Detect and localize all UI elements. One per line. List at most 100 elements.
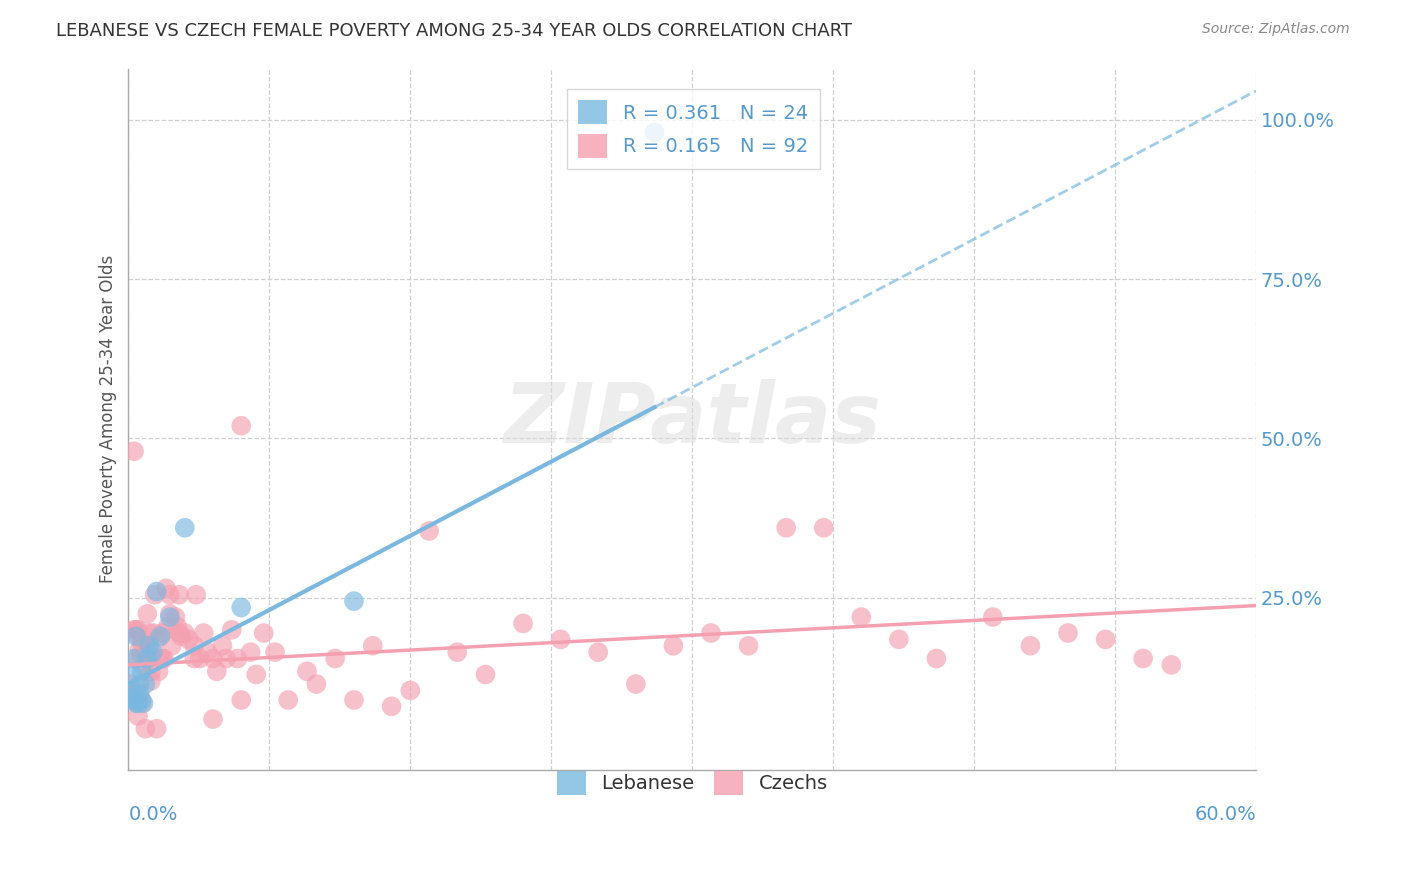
Point	[167, 588, 190, 602]
Point	[136, 651, 159, 665]
Point	[173, 626, 195, 640]
Point	[150, 626, 173, 640]
Point	[131, 648, 153, 663]
Point	[361, 639, 384, 653]
Point	[138, 626, 160, 640]
Point	[131, 635, 153, 649]
Point	[399, 683, 422, 698]
Point	[159, 607, 181, 621]
Point	[851, 610, 873, 624]
Point	[120, 687, 142, 701]
Point	[188, 651, 211, 665]
Point	[159, 610, 181, 624]
Point	[305, 677, 328, 691]
Point	[1019, 639, 1042, 653]
Point	[343, 594, 366, 608]
Point	[127, 687, 149, 701]
Point	[122, 693, 145, 707]
Point	[925, 651, 948, 665]
Point	[127, 623, 149, 637]
Point	[202, 651, 225, 665]
Point	[418, 524, 440, 538]
Point	[264, 645, 287, 659]
Point	[226, 651, 249, 665]
Point	[177, 632, 200, 647]
Point	[662, 639, 685, 653]
Point	[1132, 651, 1154, 665]
Point	[125, 629, 148, 643]
Point	[277, 693, 299, 707]
Point	[145, 632, 167, 647]
Point	[142, 645, 165, 659]
Point	[122, 687, 145, 701]
Point	[149, 651, 172, 665]
Point	[245, 667, 267, 681]
Point	[134, 639, 156, 653]
Point	[121, 690, 143, 704]
Point	[125, 696, 148, 710]
Point	[184, 588, 207, 602]
Point	[139, 665, 162, 679]
Point	[138, 639, 160, 653]
Point	[813, 521, 835, 535]
Point	[624, 677, 647, 691]
Point	[1160, 657, 1182, 672]
Point	[149, 629, 172, 643]
Point	[253, 626, 276, 640]
Point	[981, 610, 1004, 624]
Point	[139, 673, 162, 688]
Point	[131, 696, 153, 710]
Point	[644, 125, 666, 139]
Point	[127, 651, 149, 665]
Point	[150, 651, 173, 665]
Point	[775, 521, 797, 535]
Text: LEBANESE VS CZECH FEMALE POVERTY AMONG 25-34 YEAR OLDS CORRELATION CHART: LEBANESE VS CZECH FEMALE POVERTY AMONG 2…	[56, 22, 852, 40]
Point	[205, 665, 228, 679]
Text: 60.0%: 60.0%	[1194, 805, 1256, 824]
Point	[170, 629, 193, 643]
Point	[121, 667, 143, 681]
Point	[1094, 632, 1116, 647]
Point	[159, 588, 181, 602]
Point	[132, 696, 155, 710]
Point	[125, 623, 148, 637]
Point	[221, 623, 243, 637]
Legend: Lebanese, Czechs: Lebanese, Czechs	[548, 764, 835, 803]
Point	[136, 645, 159, 659]
Point	[120, 677, 142, 691]
Point	[215, 651, 238, 665]
Point	[231, 693, 253, 707]
Point	[128, 687, 150, 701]
Point	[134, 722, 156, 736]
Point	[166, 619, 188, 633]
Point	[512, 616, 534, 631]
Point	[737, 639, 759, 653]
Point	[121, 626, 143, 640]
Point	[202, 712, 225, 726]
Point	[323, 651, 346, 665]
Point	[127, 709, 149, 723]
Point	[156, 619, 179, 633]
Point	[586, 645, 609, 659]
Point	[887, 632, 910, 647]
Point	[167, 626, 190, 640]
Point	[183, 651, 205, 665]
Text: Source: ZipAtlas.com: Source: ZipAtlas.com	[1202, 22, 1350, 37]
Point	[165, 610, 187, 624]
Point	[122, 651, 145, 665]
Point	[700, 626, 723, 640]
Point	[211, 639, 233, 653]
Point	[142, 626, 165, 640]
Point	[155, 582, 177, 596]
Point	[474, 667, 496, 681]
Point	[1057, 626, 1080, 640]
Point	[160, 639, 183, 653]
Point	[132, 657, 155, 672]
Point	[550, 632, 572, 647]
Point	[127, 696, 149, 710]
Point	[380, 699, 402, 714]
Point	[131, 693, 153, 707]
Point	[295, 665, 318, 679]
Point	[173, 521, 195, 535]
Point	[239, 645, 262, 659]
